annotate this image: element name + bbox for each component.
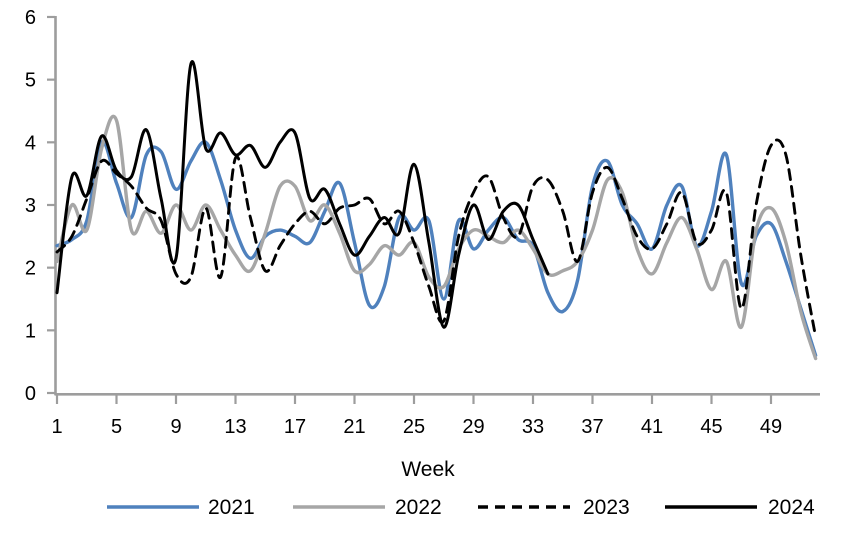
x-tick-label: 9	[170, 416, 181, 438]
series-line-2024	[55, 60, 550, 329]
legend-item-2023: 2023	[478, 496, 630, 519]
series-line-2021	[55, 140, 818, 358]
x-tick-label: 41	[641, 416, 663, 438]
legend-label-2022: 2022	[395, 496, 442, 519]
y-tick-label: 0	[25, 383, 36, 405]
x-tick-label: 49	[760, 416, 782, 438]
x-axis-title: Week	[401, 458, 455, 481]
y-tick-label: 1	[25, 320, 36, 342]
x-tick-label: 5	[111, 416, 122, 438]
x-tick-label: 45	[700, 416, 722, 438]
legend-item-2024: 2024	[665, 496, 815, 519]
y-tick-label: 3	[25, 195, 36, 217]
y-tick-label: 4	[25, 132, 36, 154]
y-tick-label: 2	[25, 258, 36, 280]
series-lines	[55, 60, 818, 361]
legend: 2021 2022 2023 2024	[107, 496, 815, 519]
x-tick-label: 13	[224, 416, 246, 438]
x-tick-label: 33	[522, 416, 544, 438]
legend-item-2021: 2021	[107, 496, 255, 519]
legend-label-2021: 2021	[208, 496, 255, 519]
legend-label-2023: 2023	[583, 496, 630, 519]
x-tick-label: 21	[343, 416, 365, 438]
x-tick-label: 37	[581, 416, 603, 438]
x-tick-label: 25	[403, 416, 425, 438]
x-tick-label: 17	[284, 416, 306, 438]
legend-label-2024: 2024	[768, 496, 815, 519]
legend-item-2022: 2022	[293, 496, 442, 519]
x-tick-label: 1	[51, 416, 62, 438]
y-tick-label: 5	[25, 70, 36, 92]
x-tick-label: 29	[462, 416, 484, 438]
y-tick-label: 6	[25, 7, 36, 29]
